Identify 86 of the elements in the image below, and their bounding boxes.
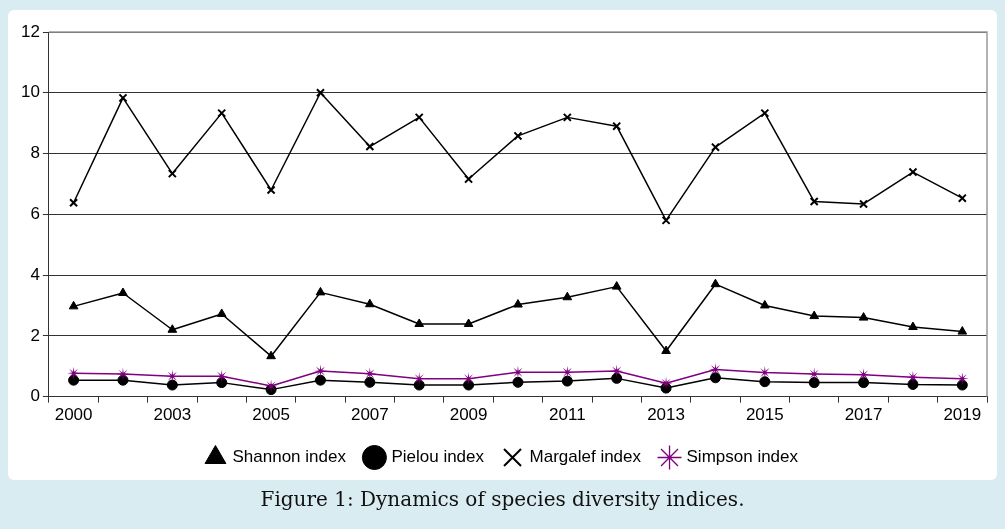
x-tick-label: 2013 <box>647 405 685 425</box>
x-tick-label: 2000 <box>54 405 93 425</box>
point <box>363 367 377 381</box>
point <box>365 142 375 152</box>
point <box>659 376 673 390</box>
x-tick-label: 2017 <box>844 405 883 425</box>
legend-label: Simpson index <box>686 447 799 467</box>
y-tick-label: 4 <box>30 264 40 284</box>
legend-label: Margalef index <box>529 447 642 467</box>
point <box>69 198 79 208</box>
point <box>611 372 623 384</box>
point <box>562 291 573 301</box>
y-tick-label: 12 <box>20 21 40 41</box>
legend-label: Shannon index <box>232 447 347 467</box>
point <box>266 350 276 360</box>
point <box>364 376 376 388</box>
y-tick-label: 2 <box>30 325 40 345</box>
y-tick-label: 10 <box>20 82 40 102</box>
point <box>858 312 869 321</box>
point <box>165 369 179 383</box>
point <box>858 377 870 389</box>
point <box>68 300 79 310</box>
point <box>758 366 772 380</box>
point <box>907 378 919 390</box>
point <box>759 376 771 388</box>
point <box>68 374 80 386</box>
point <box>708 363 722 377</box>
point <box>710 142 720 152</box>
point <box>561 375 573 387</box>
point <box>512 376 524 388</box>
point <box>412 372 426 386</box>
point <box>314 374 326 386</box>
point <box>809 310 820 320</box>
point <box>808 377 820 389</box>
point <box>857 368 871 382</box>
point <box>562 112 572 122</box>
point <box>463 318 474 327</box>
point <box>413 379 425 391</box>
point <box>414 318 425 327</box>
x-tick-label: 2011 <box>549 405 586 425</box>
y-tick-label: 6 <box>30 203 40 223</box>
point <box>611 281 622 290</box>
legend-label: Pielou index <box>391 447 485 467</box>
point <box>462 372 476 386</box>
point <box>760 108 770 118</box>
point <box>709 372 721 384</box>
x-tick-label: 2009 <box>449 405 488 425</box>
text: Figure 1: Dynamics of species diversity indices. <box>259 487 746 511</box>
point <box>365 298 375 308</box>
point <box>908 321 918 331</box>
point <box>166 379 178 391</box>
point <box>315 286 326 296</box>
x-tick-label: 2019 <box>943 405 982 425</box>
y-tick-label: 0 <box>30 386 40 406</box>
point <box>215 369 229 383</box>
point <box>661 215 671 225</box>
point <box>167 169 177 179</box>
point <box>513 299 523 308</box>
x-tick-label: 2007 <box>350 405 389 425</box>
point <box>957 326 968 335</box>
point <box>167 324 178 333</box>
point <box>661 345 671 355</box>
point <box>513 131 523 141</box>
point <box>859 199 869 209</box>
point <box>217 108 227 118</box>
y-tick-label: 8 <box>30 143 40 163</box>
point <box>612 121 622 131</box>
point <box>908 167 918 177</box>
x-tick-label: 2003 <box>153 405 192 425</box>
x-tick-label: 2005 <box>252 405 290 425</box>
point <box>710 278 721 288</box>
point <box>315 88 325 98</box>
point <box>266 185 276 195</box>
point <box>414 112 424 122</box>
point <box>118 287 128 296</box>
point <box>464 174 474 184</box>
point <box>264 379 278 393</box>
point <box>118 93 128 103</box>
x-tick-label: 2015 <box>745 405 784 425</box>
point <box>759 299 770 309</box>
point <box>216 377 228 389</box>
point <box>809 197 819 207</box>
point <box>906 370 920 384</box>
point <box>957 193 967 203</box>
point <box>560 365 574 379</box>
point <box>216 308 227 317</box>
